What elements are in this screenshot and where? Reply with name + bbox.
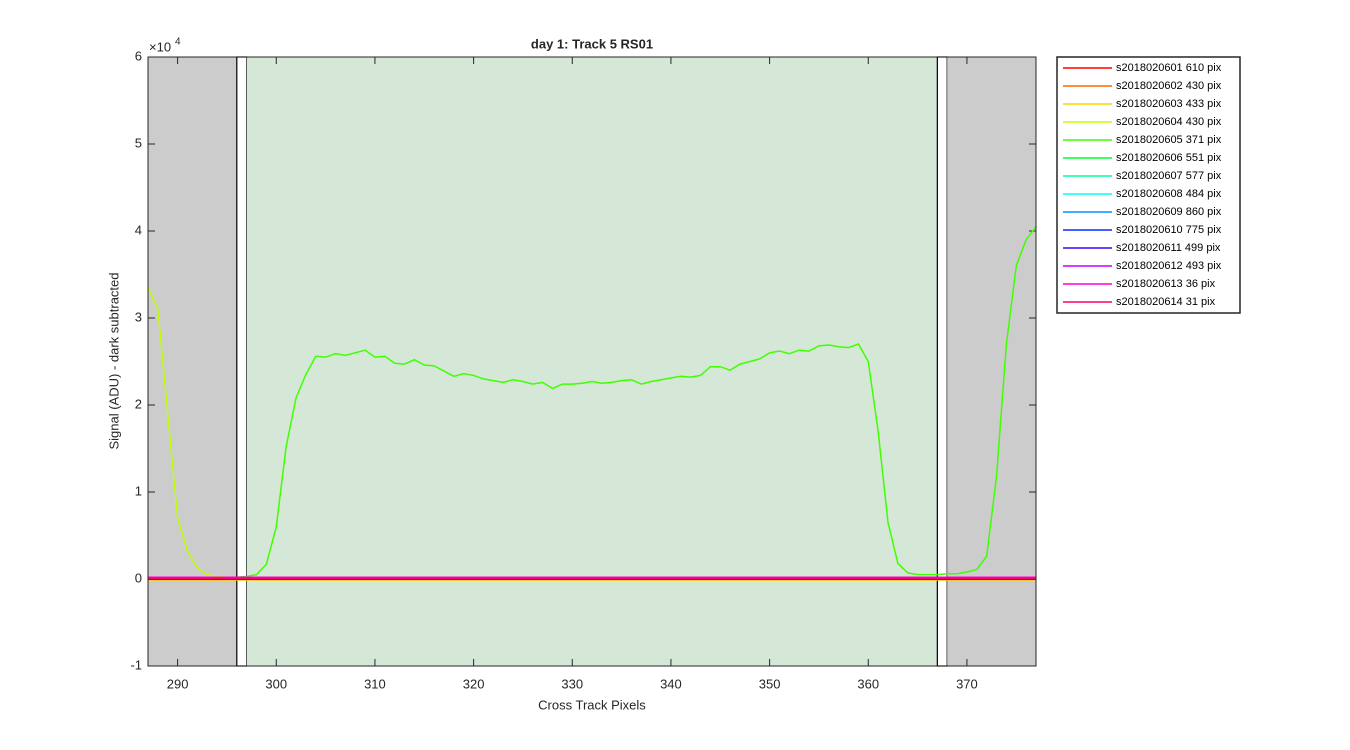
shaded-region bbox=[148, 57, 237, 666]
legend-label: s2018020601 610 pix bbox=[1116, 62, 1222, 74]
legend-label: s2018020611 499 pix bbox=[1116, 242, 1221, 254]
legend-label: s2018020609 860 pix bbox=[1116, 206, 1222, 218]
y-tick-label: -1 bbox=[130, 657, 142, 672]
legend-label: s2018020606 551 pix bbox=[1116, 152, 1222, 164]
chart-title: day 1: Track 5 RS01 bbox=[531, 36, 653, 51]
legend-label: s2018020605 371 pix bbox=[1116, 134, 1222, 146]
x-tick-label: 310 bbox=[364, 676, 386, 691]
x-tick-label: 370 bbox=[956, 676, 978, 691]
y-tick-label: 2 bbox=[135, 396, 142, 411]
legend-label: s2018020613 36 pix bbox=[1116, 278, 1216, 290]
x-tick-label: 360 bbox=[857, 676, 879, 691]
y-tick-label: 0 bbox=[135, 570, 142, 585]
x-tick-label: 320 bbox=[463, 676, 485, 691]
legend-label: s2018020614 31 pix bbox=[1116, 296, 1216, 308]
y-tick-label: 6 bbox=[135, 48, 142, 63]
y-exponent: 4 bbox=[175, 37, 181, 48]
legend-label: s2018020612 493 pix bbox=[1116, 260, 1222, 272]
y-tick-label: 4 bbox=[135, 222, 142, 237]
x-tick-label: 340 bbox=[660, 676, 682, 691]
x-tick-label: 290 bbox=[167, 676, 189, 691]
axes-box bbox=[147, 56, 1037, 667]
legend-label: s2018020603 433 pix bbox=[1116, 98, 1222, 110]
y-tick-label: 1 bbox=[135, 483, 142, 498]
legend-label: s2018020607 577 pix bbox=[1116, 170, 1222, 182]
y-axis-label: Signal (ADU) - dark subtracted bbox=[106, 272, 121, 449]
legend-label: s2018020604 430 pix bbox=[1116, 116, 1222, 128]
x-tick-label: 350 bbox=[759, 676, 781, 691]
y-tick-label: 3 bbox=[135, 309, 142, 324]
y-multiplier: ×10 bbox=[149, 39, 171, 54]
legend-label: s2018020608 484 pix bbox=[1116, 188, 1222, 200]
legend-box bbox=[1056, 56, 1241, 314]
x-axis-label: Cross Track Pixels bbox=[538, 697, 646, 712]
shaded-region bbox=[246, 57, 938, 666]
legend-label: s2018020602 430 pix bbox=[1116, 80, 1222, 92]
shaded-region bbox=[236, 56, 248, 667]
x-tick-label: 330 bbox=[561, 676, 583, 691]
y-tick-label: 5 bbox=[135, 135, 142, 150]
legend-label: s2018020610 775 pix bbox=[1116, 224, 1222, 236]
x-tick-label: 300 bbox=[265, 676, 287, 691]
shaded-region bbox=[947, 57, 1036, 666]
series-line bbox=[148, 226, 1037, 579]
